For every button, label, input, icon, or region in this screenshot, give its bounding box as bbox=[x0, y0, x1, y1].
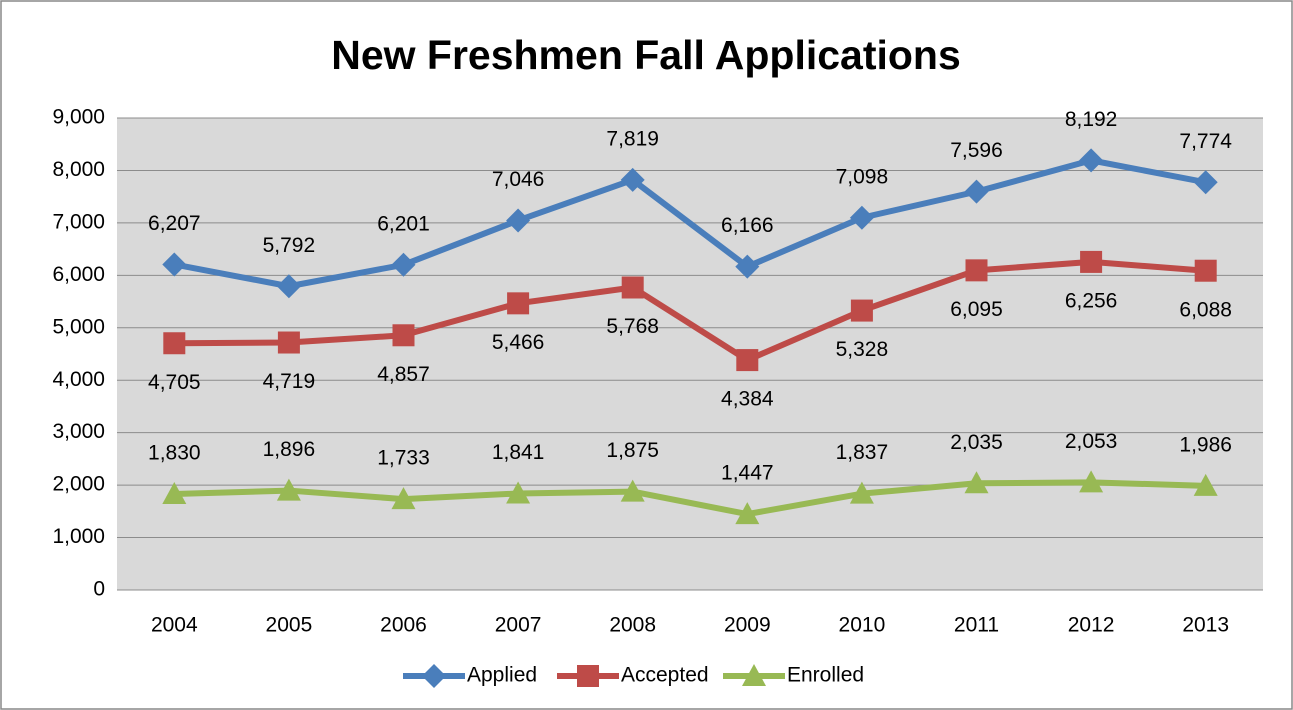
data-point bbox=[736, 349, 759, 372]
data-label: 4,705 bbox=[148, 371, 201, 394]
data-label: 1,447 bbox=[721, 462, 774, 485]
data-point bbox=[162, 252, 187, 277]
data-point bbox=[1080, 250, 1103, 273]
data-point bbox=[163, 332, 186, 355]
data-point bbox=[964, 179, 989, 204]
series-line bbox=[173, 157, 1207, 290]
data-point bbox=[162, 482, 187, 505]
data-point bbox=[620, 167, 645, 192]
data-point bbox=[849, 205, 874, 230]
data-point bbox=[964, 471, 989, 494]
x-tick-label: 2007 bbox=[495, 614, 542, 637]
y-tick-label: 0 bbox=[93, 578, 105, 601]
data-label: 4,857 bbox=[377, 363, 430, 386]
chart-title: New Freshmen Fall Applications bbox=[331, 32, 961, 78]
legend-marker bbox=[577, 665, 599, 687]
legend-marker bbox=[742, 664, 766, 686]
x-tick-label: 2009 bbox=[724, 614, 771, 637]
data-label: 1,896 bbox=[263, 438, 316, 461]
data-point bbox=[1079, 470, 1104, 493]
x-tick-label: 2006 bbox=[380, 614, 427, 637]
data-label: 7,596 bbox=[950, 139, 1003, 162]
legend-marker bbox=[422, 664, 446, 688]
data-point bbox=[506, 481, 531, 504]
data-label: 1,841 bbox=[492, 441, 545, 464]
legend-label: Enrolled bbox=[787, 664, 864, 687]
y-tick-label: 7,000 bbox=[52, 210, 105, 233]
data-point bbox=[735, 254, 760, 279]
data-point bbox=[1194, 259, 1217, 282]
data-point bbox=[1193, 170, 1218, 195]
legend-label: Accepted bbox=[621, 664, 709, 687]
y-tick-label: 2,000 bbox=[52, 473, 105, 496]
data-point bbox=[391, 252, 416, 277]
series-line bbox=[174, 479, 1206, 518]
data-point bbox=[392, 324, 415, 347]
series-line bbox=[174, 258, 1206, 364]
data-label: 5,466 bbox=[492, 331, 545, 354]
data-point bbox=[620, 479, 645, 502]
data-label: 6,088 bbox=[1179, 298, 1232, 321]
data-label: 4,384 bbox=[721, 388, 774, 411]
y-tick-label: 1,000 bbox=[52, 525, 105, 548]
legend-label: Applied bbox=[467, 664, 537, 687]
data-label: 2,053 bbox=[1065, 430, 1118, 453]
data-label: 7,046 bbox=[492, 168, 545, 191]
data-point bbox=[621, 276, 644, 299]
data-point bbox=[276, 478, 301, 501]
y-tick-label: 9,000 bbox=[52, 106, 105, 129]
data-label: 5,768 bbox=[606, 315, 659, 338]
data-label: 5,792 bbox=[263, 234, 316, 257]
data-point bbox=[965, 259, 988, 282]
x-tick-label: 2010 bbox=[839, 614, 886, 637]
data-label: 6,256 bbox=[1065, 289, 1118, 312]
data-label: 7,098 bbox=[836, 165, 889, 188]
data-label: 1,837 bbox=[836, 441, 889, 464]
plot-area bbox=[117, 118, 1263, 590]
data-label: 6,207 bbox=[148, 212, 201, 235]
data-label: 6,166 bbox=[721, 214, 774, 237]
data-label: 1,986 bbox=[1179, 433, 1232, 456]
data-point bbox=[507, 292, 530, 315]
data-point bbox=[850, 299, 873, 322]
y-tick-label: 8,000 bbox=[52, 158, 105, 181]
x-tick-label: 2013 bbox=[1182, 614, 1229, 637]
data-point bbox=[506, 208, 531, 233]
data-label: 6,201 bbox=[377, 212, 430, 235]
y-tick-label: 6,000 bbox=[52, 263, 105, 286]
data-point bbox=[277, 331, 300, 354]
data-label: 1,733 bbox=[377, 447, 430, 470]
data-point bbox=[849, 481, 874, 504]
data-label: 5,328 bbox=[836, 338, 889, 361]
x-tick-label: 2012 bbox=[1068, 614, 1115, 637]
x-tick-label: 2005 bbox=[266, 614, 313, 637]
data-label: 7,819 bbox=[606, 127, 659, 150]
x-tick-label: 2011 bbox=[954, 614, 999, 637]
data-label: 6,095 bbox=[950, 298, 1003, 321]
data-point bbox=[735, 502, 760, 525]
x-tick-label: 2008 bbox=[609, 614, 656, 637]
data-label: 2,035 bbox=[950, 431, 1003, 454]
y-tick-label: 5,000 bbox=[52, 315, 105, 338]
data-point bbox=[391, 487, 416, 510]
data-label: 1,875 bbox=[606, 439, 659, 462]
y-tick-label: 4,000 bbox=[52, 368, 105, 391]
data-label: 1,830 bbox=[148, 442, 201, 465]
data-point bbox=[1079, 148, 1104, 173]
data-point bbox=[276, 274, 301, 299]
x-tick-label: 2004 bbox=[151, 614, 198, 637]
data-point bbox=[1193, 473, 1218, 496]
y-tick-label: 3,000 bbox=[52, 420, 105, 443]
data-label: 7,774 bbox=[1179, 130, 1232, 153]
data-label: 8,192 bbox=[1065, 108, 1118, 131]
data-label: 4,719 bbox=[263, 370, 316, 393]
